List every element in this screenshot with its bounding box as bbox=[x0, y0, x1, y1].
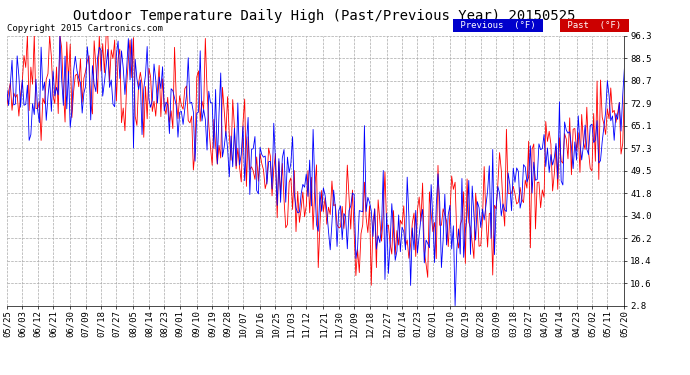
Text: Past  (°F): Past (°F) bbox=[562, 21, 627, 30]
Text: Previous  (°F): Previous (°F) bbox=[455, 21, 542, 30]
Text: Outdoor Temperature Daily High (Past/Previous Year) 20150525: Outdoor Temperature Daily High (Past/Pre… bbox=[73, 9, 575, 23]
Text: Copyright 2015 Cartronics.com: Copyright 2015 Cartronics.com bbox=[7, 24, 163, 33]
